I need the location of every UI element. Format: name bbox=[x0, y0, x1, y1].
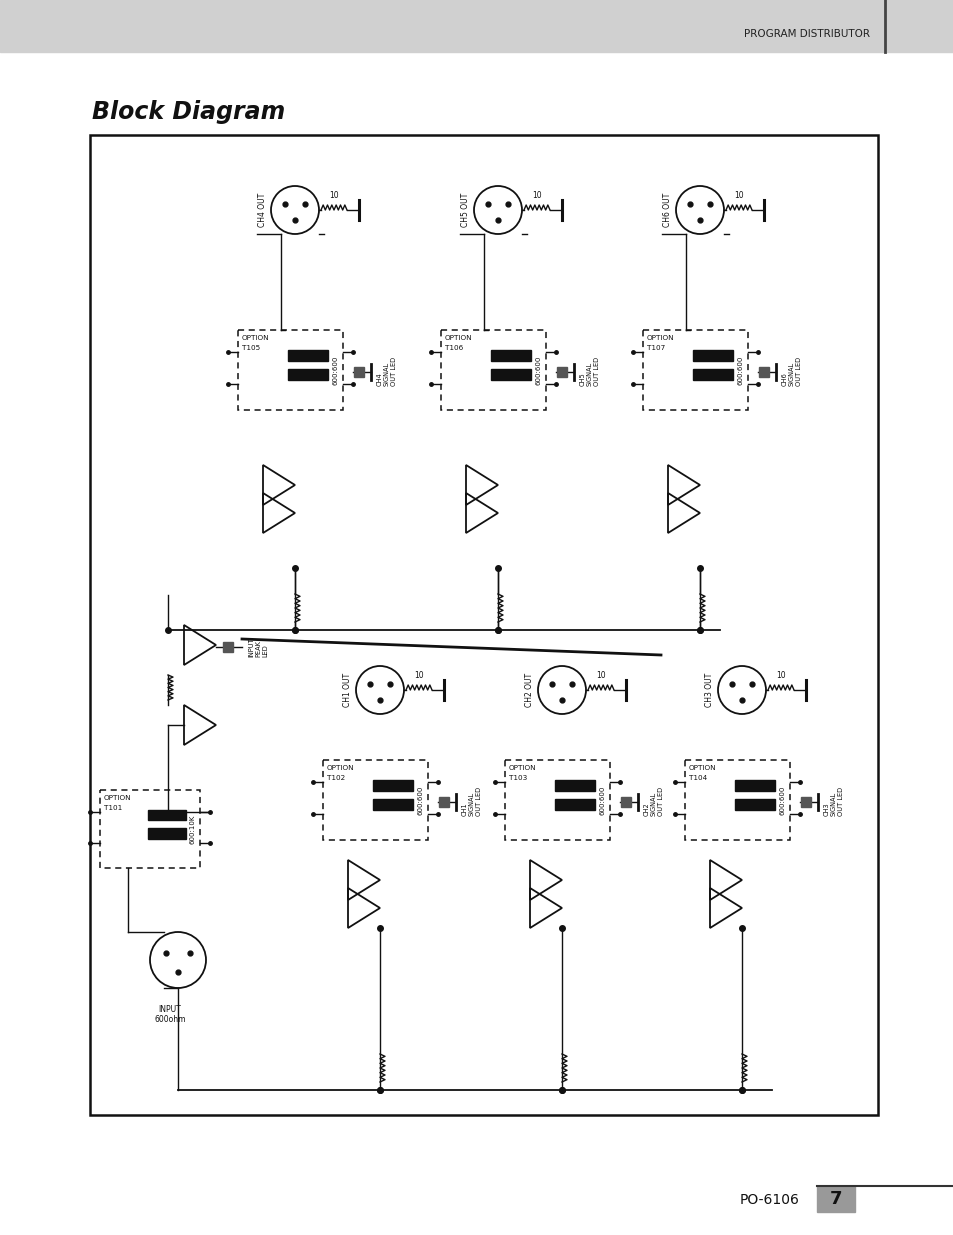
Bar bbox=[440, 330, 545, 410]
Text: T106: T106 bbox=[444, 345, 463, 351]
Bar bbox=[555, 781, 595, 792]
Bar bbox=[148, 829, 186, 839]
Text: CH1
SIGNAL
OUT LED: CH1 SIGNAL OUT LED bbox=[461, 787, 481, 816]
Bar bbox=[693, 350, 733, 361]
Text: OPTION: OPTION bbox=[104, 795, 132, 802]
Text: INPUT
600ohm: INPUT 600ohm bbox=[154, 1005, 186, 1024]
Text: PO-6106: PO-6106 bbox=[740, 1193, 800, 1207]
Text: 10: 10 bbox=[414, 671, 423, 680]
Bar bbox=[735, 799, 775, 810]
Text: T102: T102 bbox=[327, 776, 345, 781]
Bar bbox=[491, 350, 531, 361]
Text: CH2 OUT: CH2 OUT bbox=[525, 673, 534, 708]
Text: T107: T107 bbox=[646, 345, 664, 351]
Bar bbox=[504, 760, 609, 840]
Text: CH1 OUT: CH1 OUT bbox=[343, 673, 352, 708]
Text: T101: T101 bbox=[104, 805, 122, 811]
Bar bbox=[735, 781, 775, 792]
Bar bbox=[323, 760, 428, 840]
Text: 10: 10 bbox=[596, 671, 605, 680]
Text: 600:10K: 600:10K bbox=[190, 814, 195, 844]
Text: CH2
SIGNAL
OUT LED: CH2 SIGNAL OUT LED bbox=[643, 787, 663, 816]
Bar bbox=[288, 369, 328, 380]
Bar bbox=[288, 350, 328, 361]
Text: 600:600: 600:600 bbox=[536, 356, 541, 384]
Bar bbox=[555, 799, 595, 810]
Text: CH6
SIGNAL
OUT LED: CH6 SIGNAL OUT LED bbox=[781, 357, 801, 387]
Text: 10: 10 bbox=[776, 671, 785, 680]
Bar bbox=[148, 809, 186, 820]
Text: CH6 OUT: CH6 OUT bbox=[662, 193, 672, 227]
Text: Block Diagram: Block Diagram bbox=[91, 100, 285, 124]
Bar bbox=[373, 799, 413, 810]
Bar bbox=[642, 330, 747, 410]
Text: OPTION: OPTION bbox=[327, 764, 355, 771]
Text: 7: 7 bbox=[829, 1191, 841, 1208]
Text: T104: T104 bbox=[688, 776, 706, 781]
Text: 600:600: 600:600 bbox=[780, 785, 785, 815]
Text: CH4 OUT: CH4 OUT bbox=[258, 193, 267, 227]
Text: CH3 OUT: CH3 OUT bbox=[705, 673, 714, 708]
Text: CH4
SIGNAL
OUT LED: CH4 SIGNAL OUT LED bbox=[376, 357, 396, 387]
Text: 600:600: 600:600 bbox=[333, 356, 338, 384]
Bar bbox=[373, 781, 413, 792]
Text: OPTION: OPTION bbox=[688, 764, 716, 771]
Text: OPTION: OPTION bbox=[509, 764, 536, 771]
Bar bbox=[100, 790, 200, 868]
Bar bbox=[90, 135, 877, 1115]
Text: OPTION: OPTION bbox=[646, 335, 674, 341]
Bar bbox=[491, 369, 531, 380]
Text: 600:600: 600:600 bbox=[738, 356, 743, 384]
Text: 10: 10 bbox=[734, 191, 743, 200]
Bar bbox=[684, 760, 789, 840]
Text: CH5
SIGNAL
OUT LED: CH5 SIGNAL OUT LED bbox=[579, 357, 599, 387]
Text: 600:600: 600:600 bbox=[417, 785, 423, 815]
Text: CH5 OUT: CH5 OUT bbox=[461, 193, 470, 227]
Text: INPUT
PEAK
LED: INPUT PEAK LED bbox=[248, 637, 268, 657]
Bar bbox=[0, 0, 953, 52]
Text: OPTION: OPTION bbox=[242, 335, 270, 341]
Text: CH3
SIGNAL
OUT LED: CH3 SIGNAL OUT LED bbox=[823, 787, 843, 816]
Text: PROGRAM DISTRIBUTOR: PROGRAM DISTRIBUTOR bbox=[743, 28, 869, 40]
Text: OPTION: OPTION bbox=[444, 335, 472, 341]
Bar bbox=[693, 369, 733, 380]
Text: T105: T105 bbox=[242, 345, 260, 351]
Text: T103: T103 bbox=[509, 776, 527, 781]
Text: 10: 10 bbox=[329, 191, 338, 200]
Bar bbox=[816, 1186, 854, 1212]
Text: 600:600: 600:600 bbox=[599, 785, 605, 815]
Text: 10: 10 bbox=[532, 191, 541, 200]
Bar bbox=[237, 330, 343, 410]
